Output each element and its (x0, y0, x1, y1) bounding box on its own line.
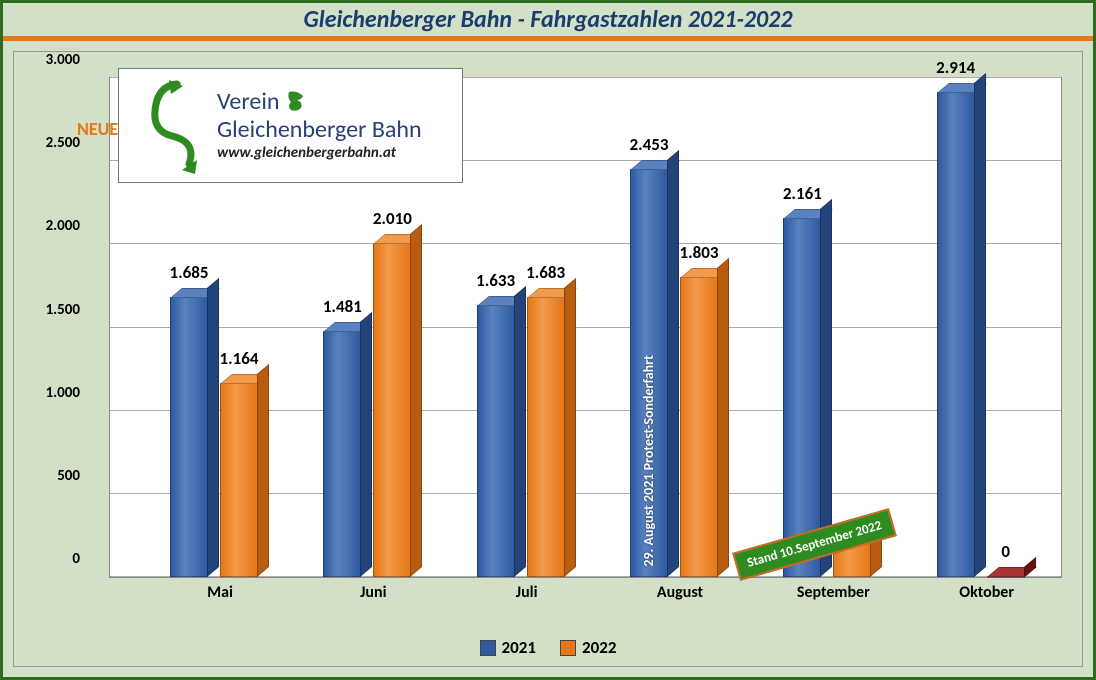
chart-title: Gleichenberger Bahn - Fahrgastzahlen 202… (304, 5, 793, 34)
bar: 2.45329. August 2021 Protest-Sonderfahrt (630, 169, 668, 577)
bar: 2.914 (937, 92, 975, 577)
x-tick-label: September (797, 583, 870, 602)
bar-value-label: 1.685 (169, 262, 208, 283)
title-bar: Gleichenberger Bahn - Fahrgastzahlen 202… (3, 3, 1093, 41)
bar: 2.010 (373, 243, 411, 577)
legend-label: 2022 (582, 637, 616, 658)
logo-text: Verein Gleichenberger Bahn www.gleichenb… (217, 88, 422, 162)
y-tick-label: 1.000 (46, 384, 80, 402)
bar-group: 2.9140Oktober (937, 78, 1037, 577)
x-tick-label: Juli (516, 583, 538, 602)
bar-value-label: 2.161 (783, 183, 822, 204)
bar-value-label: 1.481 (323, 296, 362, 317)
logo-box: NEUE Verein Gleichenberger Bahn www.glei… (118, 68, 463, 183)
logo-arrow-icon: NEUE (127, 76, 217, 176)
bar: 2.161 (783, 218, 821, 577)
y-tick-label: 0 (72, 550, 80, 568)
bar-value-label: 1.683 (526, 262, 565, 283)
bar-value-label: 1.803 (679, 242, 718, 263)
bar: 1.685 (170, 297, 208, 577)
bar-value-label: 2.010 (373, 208, 412, 229)
logo-prefix: NEUE (77, 118, 118, 140)
panther-icon (285, 90, 307, 114)
y-tick-label: 2.000 (46, 217, 80, 235)
x-tick-label: Mai (207, 583, 233, 602)
legend: 2021 2022 (14, 637, 1082, 658)
bar-value-label: 2.453 (629, 134, 668, 155)
bar-group: 2.161SeptemberStand 10.September 2022 (783, 78, 883, 577)
bar-value-label: 1.164 (219, 348, 258, 369)
logo-line2: Gleichenberger Bahn (217, 116, 422, 144)
bar: 1.803 (680, 277, 718, 577)
legend-item-2022: 2022 (560, 637, 616, 658)
bar-value-label: 1.633 (476, 270, 515, 291)
bar: 0 (987, 576, 1025, 577)
x-tick-label: August (657, 583, 703, 602)
bar: 1.164 (220, 383, 258, 577)
logo-url: www.gleichenbergerbahn.at (217, 145, 422, 162)
legend-item-2021: 2021 (480, 637, 536, 658)
x-tick-label: Juni (360, 583, 386, 602)
y-tick-label: 2.500 (46, 134, 80, 152)
legend-swatch (560, 640, 576, 656)
bar: 1.633 (477, 305, 515, 577)
y-tick-label: 3.000 (46, 51, 80, 69)
august-annotation: 29. August 2021 Protest-Sonderfahrt (640, 355, 657, 567)
x-tick-label: Oktober (959, 583, 1014, 602)
legend-label: 2021 (502, 637, 536, 658)
y-tick-label: 1.500 (46, 301, 80, 319)
bar: 1.683 (527, 297, 565, 577)
bar: 1.481 (323, 331, 361, 577)
bar-group: 2.45329. August 2021 Protest-Sonderfahrt… (630, 78, 730, 577)
chart-frame: Gleichenberger Bahn - Fahrgastzahlen 202… (0, 0, 1096, 680)
logo-line1: Verein (217, 88, 279, 116)
bar-value-label: 2.914 (936, 57, 975, 78)
y-tick-label: 500 (57, 467, 80, 485)
bar-value-label: 0 (1001, 541, 1010, 562)
bar-group: 1.6331.683Juli (477, 78, 577, 577)
legend-swatch (480, 640, 496, 656)
